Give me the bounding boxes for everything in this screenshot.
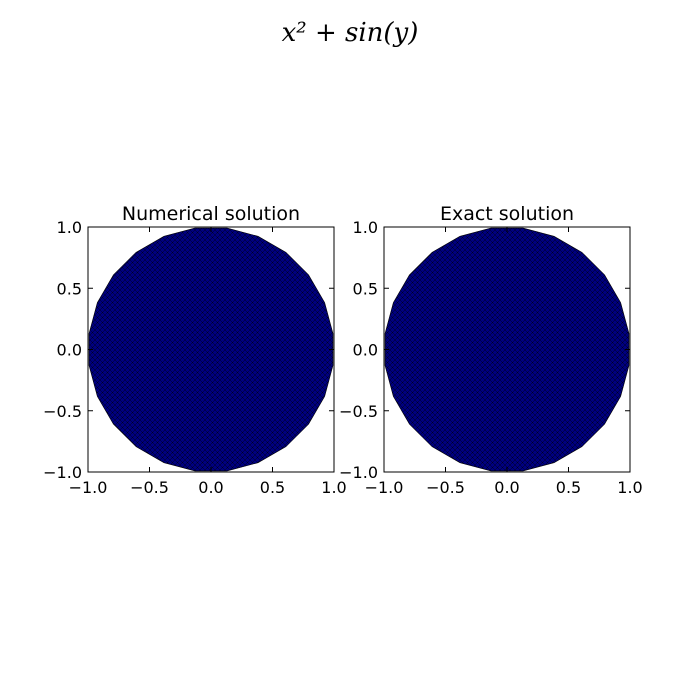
exact-solution-axes: Exact solution −1.0 −0.5 0.0 0.5 1.0 −1.0 −0.5 0… <box>339 203 643 497</box>
x-tick-label: 1.0 <box>617 478 642 497</box>
x-tick-label: 0.0 <box>198 478 223 497</box>
x-tick-label: −1.0 <box>365 478 404 497</box>
x-tick-label: −0.5 <box>426 478 465 497</box>
y-tick-label: 0.0 <box>353 341 378 360</box>
numerical-solution-axes: Numerical solution −1.0 −0.5 0.0 0.5 1.0 −1.0 −… <box>43 203 347 497</box>
exact-solution-mesh <box>384 227 630 472</box>
x-tick-label: 0.0 <box>494 478 519 497</box>
y-tick-label: −1.0 <box>43 463 82 482</box>
numerical-solution-mesh <box>88 227 334 472</box>
numerical-solution-title: Numerical solution <box>122 203 300 225</box>
y-tick-label: 0.0 <box>57 341 82 360</box>
x-tick-label: 0.5 <box>260 478 285 497</box>
x-tick-label: 1.0 <box>321 478 346 497</box>
y-tick-label: −0.5 <box>43 402 82 421</box>
x-tick-label: 0.5 <box>556 478 581 497</box>
figure-title: x² + sin(y) <box>282 18 419 48</box>
y-tick-label: 0.5 <box>57 279 82 298</box>
y-tick-label: 0.5 <box>353 279 378 298</box>
y-tick-label: −1.0 <box>339 463 378 482</box>
y-tick-label: 1.0 <box>353 218 378 237</box>
y-tick-label: −0.5 <box>339 402 378 421</box>
x-tick-label: −1.0 <box>69 478 108 497</box>
x-tick-label: −0.5 <box>130 478 169 497</box>
exact-solution-title: Exact solution <box>440 203 574 225</box>
y-tick-label: 1.0 <box>57 218 82 237</box>
